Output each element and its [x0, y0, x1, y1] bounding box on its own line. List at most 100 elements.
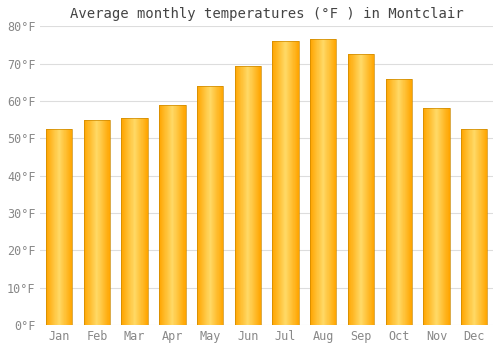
Bar	[470, 129, 471, 325]
Bar	[258, 65, 259, 325]
Bar	[252, 65, 253, 325]
Bar	[96, 120, 97, 325]
Bar	[123, 118, 124, 325]
Bar	[438, 108, 439, 325]
Bar	[160, 105, 162, 325]
Bar	[210, 86, 211, 325]
Bar	[70, 129, 71, 325]
Bar	[204, 86, 205, 325]
Bar	[234, 65, 235, 325]
Bar	[284, 41, 285, 325]
Bar	[277, 41, 278, 325]
Bar	[441, 108, 442, 325]
Bar	[107, 120, 108, 325]
Bar	[476, 129, 477, 325]
Bar	[330, 39, 331, 325]
Bar	[211, 86, 212, 325]
Bar	[352, 54, 353, 325]
Bar	[216, 86, 217, 325]
Bar	[311, 39, 312, 325]
Bar	[248, 65, 249, 325]
Bar	[183, 105, 184, 325]
Bar	[174, 105, 175, 325]
Bar	[360, 54, 361, 325]
Bar	[473, 129, 474, 325]
Bar	[221, 86, 222, 325]
Bar	[290, 41, 291, 325]
Bar	[404, 79, 405, 325]
Bar	[103, 120, 104, 325]
Bar	[327, 39, 328, 325]
Bar	[444, 108, 445, 325]
Bar	[367, 54, 368, 325]
Bar	[242, 65, 243, 325]
Bar	[436, 108, 437, 325]
Bar	[437, 108, 438, 325]
Bar	[390, 79, 391, 325]
Bar	[472, 129, 473, 325]
Bar	[325, 39, 326, 325]
Bar	[49, 129, 50, 325]
Bar	[477, 129, 478, 325]
Bar	[310, 39, 311, 325]
Bar	[428, 108, 429, 325]
Bar	[200, 86, 201, 325]
Bar	[370, 54, 371, 325]
Bar	[134, 118, 135, 325]
Bar	[212, 86, 214, 325]
Bar	[478, 129, 479, 325]
Bar	[409, 79, 410, 325]
Bar	[359, 54, 360, 325]
Bar	[65, 129, 66, 325]
Bar	[465, 129, 466, 325]
Bar	[91, 120, 92, 325]
Bar	[356, 54, 357, 325]
Bar	[133, 118, 134, 325]
Bar	[335, 39, 336, 325]
Bar	[58, 129, 59, 325]
Bar	[240, 65, 241, 325]
Bar	[274, 41, 275, 325]
Bar	[56, 129, 57, 325]
Bar	[481, 129, 482, 325]
Bar	[361, 54, 362, 325]
Bar	[128, 118, 129, 325]
Bar	[199, 86, 200, 325]
Bar	[395, 79, 396, 325]
Bar	[445, 108, 446, 325]
Bar	[245, 65, 246, 325]
Bar	[184, 105, 185, 325]
Bar	[247, 65, 248, 325]
Bar	[141, 118, 142, 325]
Bar	[329, 39, 330, 325]
Bar	[125, 118, 126, 325]
Bar	[278, 41, 279, 325]
Bar	[482, 129, 483, 325]
Bar	[272, 41, 273, 325]
Bar	[139, 118, 140, 325]
Bar	[165, 105, 166, 325]
Bar	[60, 129, 61, 325]
Bar	[282, 41, 283, 325]
Bar	[480, 129, 481, 325]
Bar	[256, 65, 257, 325]
Bar	[401, 79, 402, 325]
Bar	[126, 118, 127, 325]
Bar	[326, 39, 327, 325]
Bar	[206, 86, 207, 325]
Bar	[138, 118, 139, 325]
Bar	[89, 120, 90, 325]
Bar	[396, 79, 397, 325]
Bar	[235, 65, 236, 325]
Bar	[122, 118, 123, 325]
Bar	[372, 54, 373, 325]
Bar	[136, 118, 138, 325]
Bar	[147, 118, 148, 325]
Bar	[246, 65, 247, 325]
Bar	[324, 39, 325, 325]
Bar	[179, 105, 180, 325]
Bar	[297, 41, 298, 325]
Bar	[214, 86, 215, 325]
Bar	[429, 108, 430, 325]
Bar	[314, 39, 315, 325]
